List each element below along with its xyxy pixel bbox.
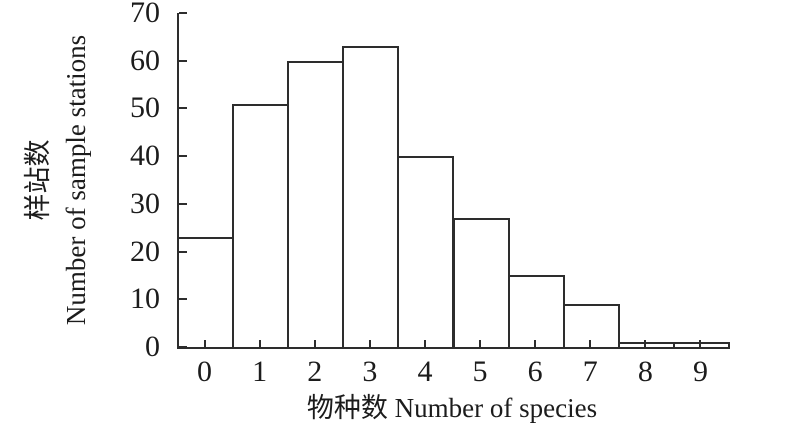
y-tick-label: 20 xyxy=(130,234,160,268)
y-tick-mark xyxy=(179,155,187,158)
x-tick-label: 3 xyxy=(362,355,378,388)
histogram-bar xyxy=(452,218,510,349)
y-axis-line xyxy=(177,13,179,349)
x-tick-mark xyxy=(203,340,206,347)
y-axis-label-zh: 样站数 xyxy=(23,139,53,221)
y-tick-mark xyxy=(179,12,187,14)
y-tick-label: 30 xyxy=(130,186,160,220)
histogram-bar xyxy=(342,46,400,349)
x-tick-label: 8 xyxy=(637,355,653,388)
x-tick-mark xyxy=(644,340,647,347)
x-tick-label: 1 xyxy=(252,355,268,388)
x-axis-line xyxy=(177,347,730,349)
y-tick-label: 0 xyxy=(145,330,160,363)
y-axis-label: 样站数 Number of sample stations xyxy=(19,0,95,380)
x-tick-mark xyxy=(589,340,592,347)
x-tick-mark xyxy=(479,340,482,347)
x-tick-label: 7 xyxy=(582,355,598,388)
x-tick-mark xyxy=(368,340,371,347)
y-tick-mark xyxy=(179,298,187,301)
x-tick-mark xyxy=(534,340,537,347)
x-tick-label: 2 xyxy=(307,355,323,388)
y-tick-mark xyxy=(179,107,187,110)
histogram-bar xyxy=(232,103,290,349)
x-tick-mark xyxy=(313,340,316,347)
y-tick-mark xyxy=(179,202,187,205)
x-tick-label: 0 xyxy=(197,355,213,388)
histogram-bar xyxy=(397,156,455,349)
x-tick-label: 4 xyxy=(417,355,433,388)
x-tick-mark xyxy=(423,340,426,347)
y-tick-label: 50 xyxy=(130,91,160,125)
y-tick-mark xyxy=(179,346,187,348)
x-tick-label: 5 xyxy=(472,355,488,388)
x-tick-mark xyxy=(258,340,261,347)
y-tick-label: 60 xyxy=(130,43,160,77)
x-tick-label: 9 xyxy=(692,355,708,388)
histogram-bar xyxy=(177,237,235,349)
y-tick-label: 70 xyxy=(130,0,160,29)
x-tick-mark xyxy=(699,340,702,347)
y-tick-label: 10 xyxy=(130,282,160,316)
histogram-bar xyxy=(507,275,565,349)
y-axis-label-en: Number of sample stations xyxy=(61,34,91,326)
y-tick-mark xyxy=(179,59,187,62)
x-tick-label: 6 xyxy=(527,355,543,388)
x-axis-label: 物种数 Number of species xyxy=(306,393,598,423)
histogram-bar xyxy=(287,60,345,349)
y-tick-mark xyxy=(179,250,187,253)
y-tick-label: 40 xyxy=(130,139,160,173)
